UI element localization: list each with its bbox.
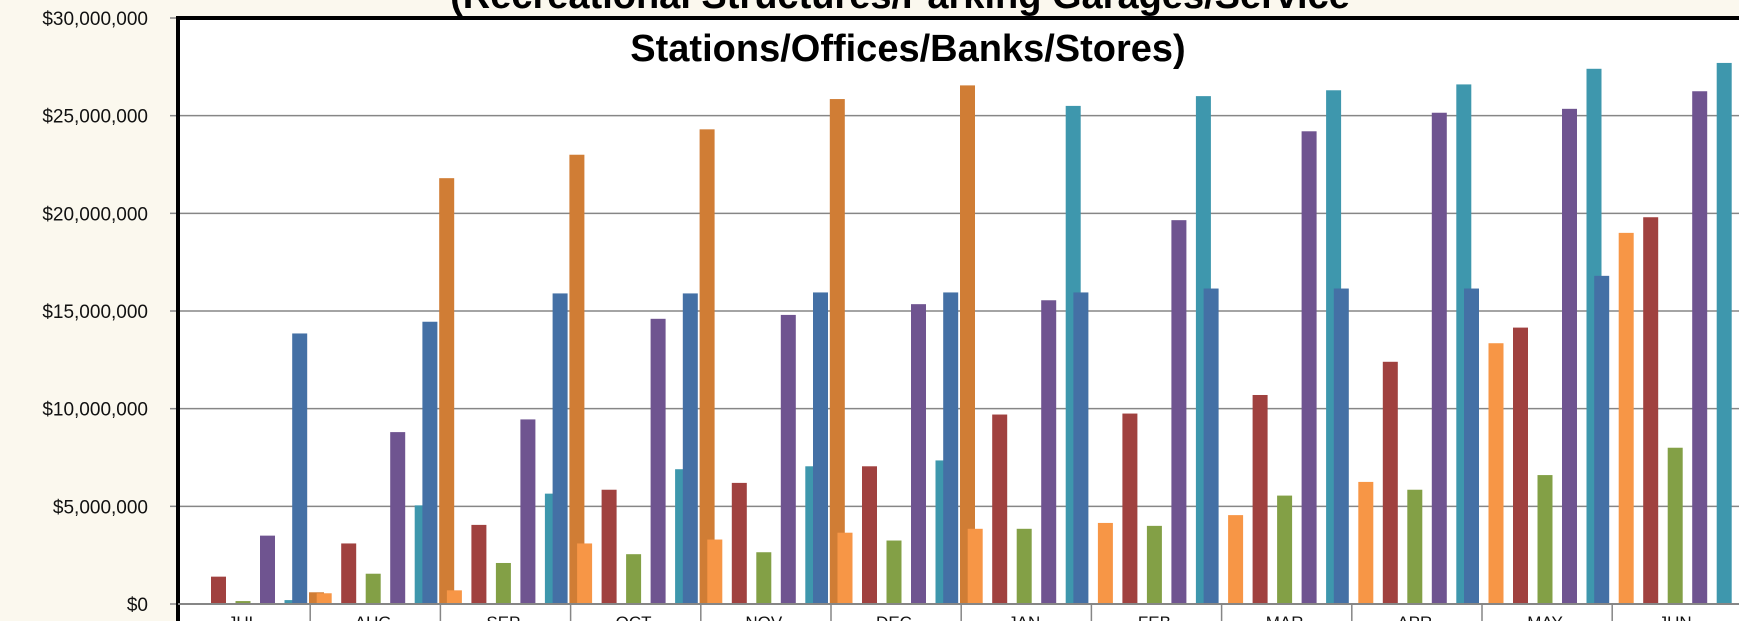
bar-mar-series-1 [1203, 288, 1219, 604]
bar-sep-series-5 [520, 419, 536, 604]
bar-mar-series-4 [1277, 495, 1293, 604]
bar-mar-series-3 [1252, 394, 1268, 604]
y-tick-label: $25,000,000 [42, 107, 148, 128]
bar-nov-series-7 [829, 99, 845, 604]
bar-mar-series-2 [1228, 515, 1244, 604]
x-tick-label: JUL [228, 613, 258, 621]
bar-apr-series-5 [1431, 112, 1447, 605]
bar-jul-series-4 [235, 601, 251, 604]
y-tick-label: $15,000,000 [42, 302, 148, 323]
bar-may-series-5 [1562, 108, 1577, 604]
bar-dec-series-2 [837, 532, 853, 604]
bar-sep-series-2 [446, 590, 462, 604]
bar-jan-series-3 [992, 414, 1008, 604]
bar-aug-series-5 [390, 432, 406, 604]
bar-feb-series-3 [1122, 413, 1138, 604]
y-tick-labels: $0 $5,000,000 $10,000,000 $15,000,000 $20,00… [42, 9, 148, 616]
bar-nov-series-5 [780, 314, 796, 604]
bar-jun-series-4 [1667, 447, 1683, 604]
bar-sep-series-7 [569, 154, 585, 605]
axes [176, 16, 1739, 621]
bar-dec-series-3 [862, 466, 877, 604]
bar-jun-series-3 [1643, 217, 1659, 605]
chart-title-line-2: Stations/Offices/Banks/Stores) [630, 28, 1185, 70]
x-tick-label: OCT [616, 613, 652, 621]
bar-jun-series-1 [1594, 275, 1610, 604]
bar-dec-series-7 [960, 85, 975, 604]
bar-jan-series-4 [1016, 528, 1032, 604]
bar-oct-series-2 [577, 543, 593, 604]
x-tick-label: JUN [1659, 613, 1692, 621]
bar-nov-series-3 [731, 482, 747, 604]
bar-apr-series-4 [1407, 489, 1423, 604]
bar-aug-series-7 [439, 178, 455, 605]
bar-dec-series-1 [813, 292, 828, 604]
bar-mar-series-5 [1301, 131, 1317, 605]
bar-oct-series-1 [552, 293, 568, 604]
bar-apr-series-1 [1333, 288, 1349, 604]
bar-may-series-3 [1513, 327, 1528, 604]
x-tick-label: DEC [876, 613, 912, 621]
bar-feb-series-2 [1097, 522, 1113, 604]
bar-jul-series-5 [260, 535, 275, 604]
bar-jan-series-1 [943, 292, 959, 604]
bar-jul-series-3 [211, 576, 226, 604]
y-tick-label: $0 [127, 595, 148, 616]
bar-dec-series-5 [911, 304, 926, 604]
bar-jul-series-6 [284, 600, 300, 604]
x-tick-label: MAY [1527, 613, 1563, 621]
bar-dec-series-4 [886, 540, 902, 604]
x-tick-label: JAN [1008, 613, 1040, 621]
bar-nov-series-1 [682, 293, 698, 604]
bar-jun-series-2 [1618, 232, 1634, 604]
bars [186, 62, 1732, 605]
x-tick-label: MAR [1266, 613, 1304, 621]
bar-oct-series-3 [601, 489, 617, 604]
bar-apr-series-2 [1358, 481, 1374, 604]
bar-oct-series-4 [626, 554, 642, 604]
plot-area [178, 18, 1739, 621]
bar-jul-series-7 [309, 592, 324, 604]
x-tick-label: FEB [1138, 613, 1171, 621]
x-tick-label: NOV [745, 613, 783, 621]
bar-nov-series-2 [707, 539, 723, 604]
bar-jun-series-5 [1692, 91, 1708, 604]
bar-feb-series-5 [1171, 220, 1187, 605]
bar-may-series-2 [1488, 343, 1504, 604]
bar-aug-series-4 [365, 573, 381, 604]
bar-may-series-4 [1537, 475, 1553, 604]
bar-may-series-1 [1464, 288, 1479, 604]
bar-jan-series-2 [967, 528, 983, 604]
y-tick-label: $30,000,000 [42, 9, 148, 30]
bar-aug-series-2 [316, 593, 332, 604]
x-tick-label: SEP [486, 613, 520, 621]
bar-aug-series-1 [292, 333, 308, 604]
bar-feb-series-1 [1073, 292, 1089, 604]
bar-sep-series-4 [495, 562, 511, 604]
bar-oct-series-5 [650, 318, 666, 604]
y-tick-label: $5,000,000 [53, 497, 148, 518]
bar-jun-series-6 [1716, 62, 1732, 605]
x-tick-label: AUG [355, 613, 392, 621]
bar-sep-series-3 [471, 524, 487, 604]
bar-apr-series-3 [1382, 361, 1398, 604]
y-tick-label: $20,000,000 [42, 204, 148, 225]
bar-jan-series-5 [1041, 300, 1057, 604]
bar-aug-series-3 [341, 543, 357, 604]
bar-sep-series-1 [422, 321, 438, 604]
bar-nov-series-4 [756, 552, 772, 604]
bar-oct-series-7 [699, 129, 715, 604]
y-tick-label: $10,000,000 [42, 400, 148, 421]
x-tick-label: APR [1397, 613, 1432, 621]
chart-title-line-1: (Recreational Structures/Parking Garages… [450, 0, 1350, 17]
x-tick-labels: JUL AUG SEP OCT NOV DEC JAN FEB MAR APR MAY JUN [228, 613, 1692, 621]
bar-feb-series-4 [1146, 525, 1162, 604]
